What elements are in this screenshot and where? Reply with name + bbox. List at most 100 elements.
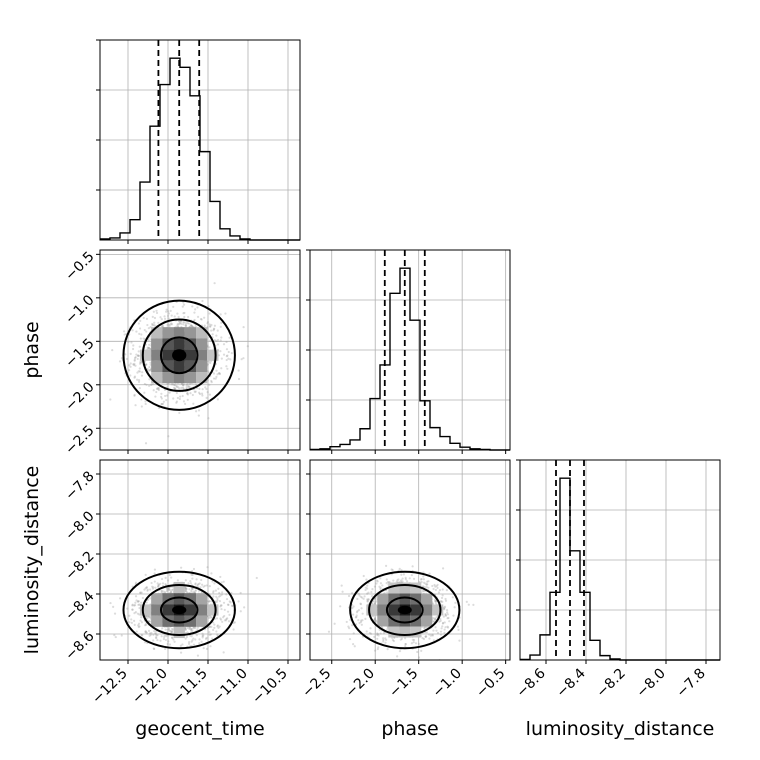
sample-point xyxy=(212,628,215,632)
sample-point xyxy=(182,400,186,403)
sample-point xyxy=(175,385,178,389)
ytick-label-luminosity_distance: −8.6 xyxy=(62,628,97,663)
sample-point xyxy=(133,356,137,360)
sample-point xyxy=(207,417,210,420)
sample-point xyxy=(382,640,385,643)
sample-point xyxy=(176,312,179,315)
sample-point xyxy=(170,576,173,579)
sample-point xyxy=(164,394,167,398)
sample-point xyxy=(167,323,171,327)
sample-point xyxy=(189,582,192,585)
sample-point xyxy=(145,601,148,604)
sample-point xyxy=(416,650,419,654)
sample-point xyxy=(379,586,382,589)
sample-point xyxy=(170,636,174,639)
sample-point xyxy=(374,619,377,622)
sample-point xyxy=(208,383,211,386)
sample-point xyxy=(182,303,186,306)
xtick-label-luminosity_distance: −8.6 xyxy=(513,665,548,700)
sample-point xyxy=(371,588,374,591)
sample-point xyxy=(221,591,224,594)
sample-point xyxy=(170,629,174,633)
sample-point xyxy=(216,598,219,602)
sample-point xyxy=(353,645,356,648)
sample-point xyxy=(133,359,136,362)
sample-point xyxy=(190,573,193,576)
sample-point xyxy=(147,347,151,350)
sample-point xyxy=(196,583,199,587)
sample-point xyxy=(424,582,427,585)
sample-point xyxy=(136,378,139,381)
sample-point xyxy=(220,321,223,324)
sample-point xyxy=(210,625,213,628)
sample-point xyxy=(137,350,140,353)
sample-point xyxy=(220,581,223,584)
sample-point xyxy=(150,631,153,635)
sample-point xyxy=(136,600,139,603)
sample-point xyxy=(160,317,163,321)
density-cell xyxy=(162,372,174,384)
sample-point xyxy=(432,587,435,591)
sample-point xyxy=(361,619,364,622)
sample-point xyxy=(160,392,163,395)
sample-point xyxy=(364,588,367,592)
density-cell xyxy=(173,327,185,339)
sample-point xyxy=(136,357,139,361)
density-cell xyxy=(151,593,163,605)
ytick-label-luminosity_distance: −8.4 xyxy=(62,588,97,623)
sample-point xyxy=(163,635,166,639)
sample-point xyxy=(181,386,185,389)
sample-point xyxy=(171,636,174,639)
sample-point xyxy=(188,588,191,591)
sample-point xyxy=(363,595,366,598)
sample-point xyxy=(185,386,188,389)
contour-level-2 xyxy=(141,318,217,392)
sample-point xyxy=(128,364,131,367)
sample-point xyxy=(152,633,155,636)
sample-point xyxy=(412,577,416,580)
sample-point xyxy=(207,616,211,620)
sample-point xyxy=(148,384,151,387)
sample-point xyxy=(370,591,373,594)
density-cell xyxy=(421,604,433,616)
sample-point xyxy=(456,625,460,628)
density-core xyxy=(172,605,187,615)
sample-point xyxy=(212,591,215,594)
sample-point xyxy=(187,642,191,645)
sample-point xyxy=(145,631,148,634)
sample-point xyxy=(375,619,378,622)
sample-point xyxy=(153,647,156,651)
sample-point xyxy=(146,589,149,592)
sample-point xyxy=(438,620,441,623)
density-cell xyxy=(184,338,197,350)
density-cell xyxy=(196,338,208,350)
sample-point xyxy=(217,587,220,590)
sample-point xyxy=(201,583,204,586)
sample-point xyxy=(155,390,158,394)
sample-point xyxy=(215,339,218,342)
sample-point xyxy=(212,328,216,331)
sample-point xyxy=(189,392,192,395)
sample-point xyxy=(151,324,154,327)
sample-point xyxy=(123,333,126,336)
sample-point xyxy=(232,628,235,631)
sample-point xyxy=(434,618,437,621)
sample-point xyxy=(206,379,209,382)
sample-point xyxy=(184,324,187,327)
sample-point xyxy=(187,641,191,644)
sample-point xyxy=(410,642,413,645)
sample-point xyxy=(192,402,195,405)
sample-point xyxy=(396,579,399,582)
sample-point xyxy=(190,640,193,643)
sample-point xyxy=(139,591,142,594)
xtick-label-geocent_time: −12.5 xyxy=(89,666,131,708)
sample-point xyxy=(399,580,402,583)
sample-point xyxy=(190,588,194,591)
sample-point xyxy=(444,614,448,617)
sample-point xyxy=(410,574,413,577)
sample-point xyxy=(173,640,176,643)
sample-point xyxy=(185,590,188,593)
sample-point xyxy=(214,377,217,380)
sample-point xyxy=(152,310,155,313)
sample-point xyxy=(229,601,232,604)
